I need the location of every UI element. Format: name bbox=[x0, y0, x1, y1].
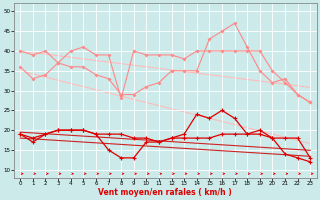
X-axis label: Vent moyen/en rafales ( km/h ): Vent moyen/en rafales ( km/h ) bbox=[98, 188, 232, 197]
